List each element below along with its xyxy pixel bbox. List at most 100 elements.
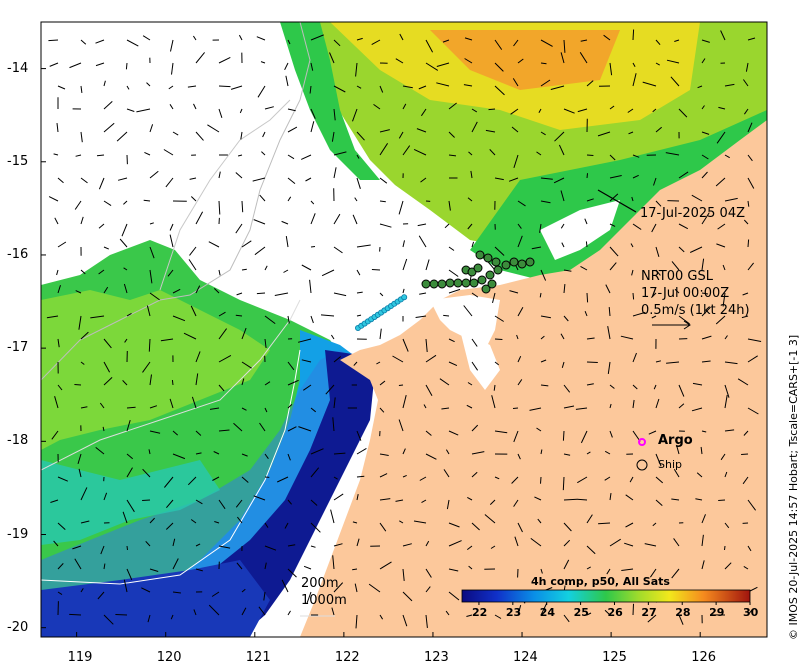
current-vector — [448, 591, 460, 601]
current-vector — [718, 106, 726, 110]
current-vector — [142, 35, 151, 41]
current-vector — [298, 426, 312, 432]
current-vector — [218, 384, 225, 392]
current-vector — [281, 220, 289, 225]
x-tick-label: 119 — [67, 650, 93, 665]
current-vector — [538, 108, 542, 113]
y-tick-label: -15 — [7, 153, 29, 169]
current-vector — [722, 292, 726, 307]
current-vector — [195, 211, 204, 225]
current-vector — [254, 246, 266, 256]
ship-marker — [481, 284, 491, 294]
current-vector — [562, 476, 565, 491]
current-vector — [540, 200, 551, 204]
current-vector — [189, 177, 197, 180]
current-vector — [494, 338, 503, 340]
current-vector — [187, 476, 197, 486]
current-vector — [586, 337, 595, 340]
current-vector — [464, 58, 473, 64]
current-vector — [310, 108, 316, 119]
current-vector — [241, 607, 247, 616]
current-vector — [720, 453, 726, 461]
current-vector — [190, 519, 197, 524]
current-vector — [625, 494, 634, 501]
current-vector — [103, 377, 113, 386]
current-vector — [287, 610, 291, 616]
current-vector — [356, 244, 371, 248]
current-vector — [448, 131, 455, 138]
current-vector — [517, 604, 522, 616]
current-vector — [642, 81, 657, 87]
current-vector — [146, 82, 151, 87]
current-vector — [90, 315, 105, 319]
current-vector — [420, 177, 427, 183]
current-vector — [310, 62, 314, 71]
current-vector — [741, 453, 749, 455]
current-vector — [371, 39, 381, 46]
current-vector — [609, 430, 613, 438]
current-vector — [724, 562, 732, 570]
current-vector — [540, 79, 551, 87]
colorbar-tick-label: 28 — [675, 606, 691, 619]
current-vector — [310, 121, 315, 133]
current-vector — [701, 335, 712, 340]
current-vector — [309, 279, 312, 294]
current-vector — [402, 338, 409, 352]
current-vector — [103, 492, 108, 501]
current-vector — [148, 449, 151, 455]
current-vector — [218, 269, 221, 276]
current-vector — [563, 453, 571, 456]
current-vector — [333, 108, 336, 121]
current-vector — [310, 315, 314, 324]
current-vector — [743, 430, 749, 436]
current-vector — [218, 85, 231, 88]
current-vector — [218, 545, 231, 549]
current-vector — [287, 404, 293, 409]
current-vector — [609, 154, 616, 161]
ship-marker — [501, 260, 511, 270]
current-vector — [720, 30, 726, 41]
current-vector — [310, 522, 321, 533]
current-vector — [695, 498, 703, 501]
current-vector — [160, 338, 174, 342]
current-vector — [484, 514, 496, 524]
y-tick-label: -18 — [7, 433, 29, 449]
current-vector — [195, 452, 202, 455]
current-vector — [563, 539, 571, 547]
current-vector — [283, 269, 289, 273]
current-vector — [425, 259, 430, 271]
current-vector — [172, 288, 181, 294]
current-vector — [717, 223, 726, 230]
current-vector — [145, 540, 151, 547]
current-vector — [371, 269, 381, 271]
current-vector — [398, 200, 404, 215]
current-vector — [494, 476, 500, 480]
current-vector — [560, 190, 565, 202]
current-vector — [421, 499, 427, 504]
current-vector — [332, 417, 335, 432]
current-vector — [655, 62, 660, 66]
current-vector — [287, 499, 292, 505]
current-vector — [392, 355, 404, 363]
contour-200m-label: 200m — [301, 576, 339, 591]
y-tick-label: -14 — [7, 60, 29, 76]
current-vector — [586, 173, 588, 179]
current-vector — [513, 430, 519, 443]
current-vector — [517, 453, 521, 460]
current-vector — [241, 268, 247, 271]
ship-marker — [437, 279, 447, 289]
current-vector — [632, 223, 642, 230]
current-vector — [264, 562, 267, 570]
current-vector — [237, 516, 243, 524]
y-tick-label: -19 — [7, 526, 29, 542]
current-vector — [716, 131, 726, 144]
ship-marker — [477, 275, 487, 285]
current-vector — [99, 402, 105, 409]
current-vector — [193, 609, 197, 616]
current-vector — [149, 222, 154, 225]
inlet-no-data — [460, 330, 500, 390]
current-vector — [701, 560, 705, 570]
current-vector — [69, 613, 82, 616]
current-vector — [264, 106, 274, 110]
current-vector — [333, 85, 346, 93]
